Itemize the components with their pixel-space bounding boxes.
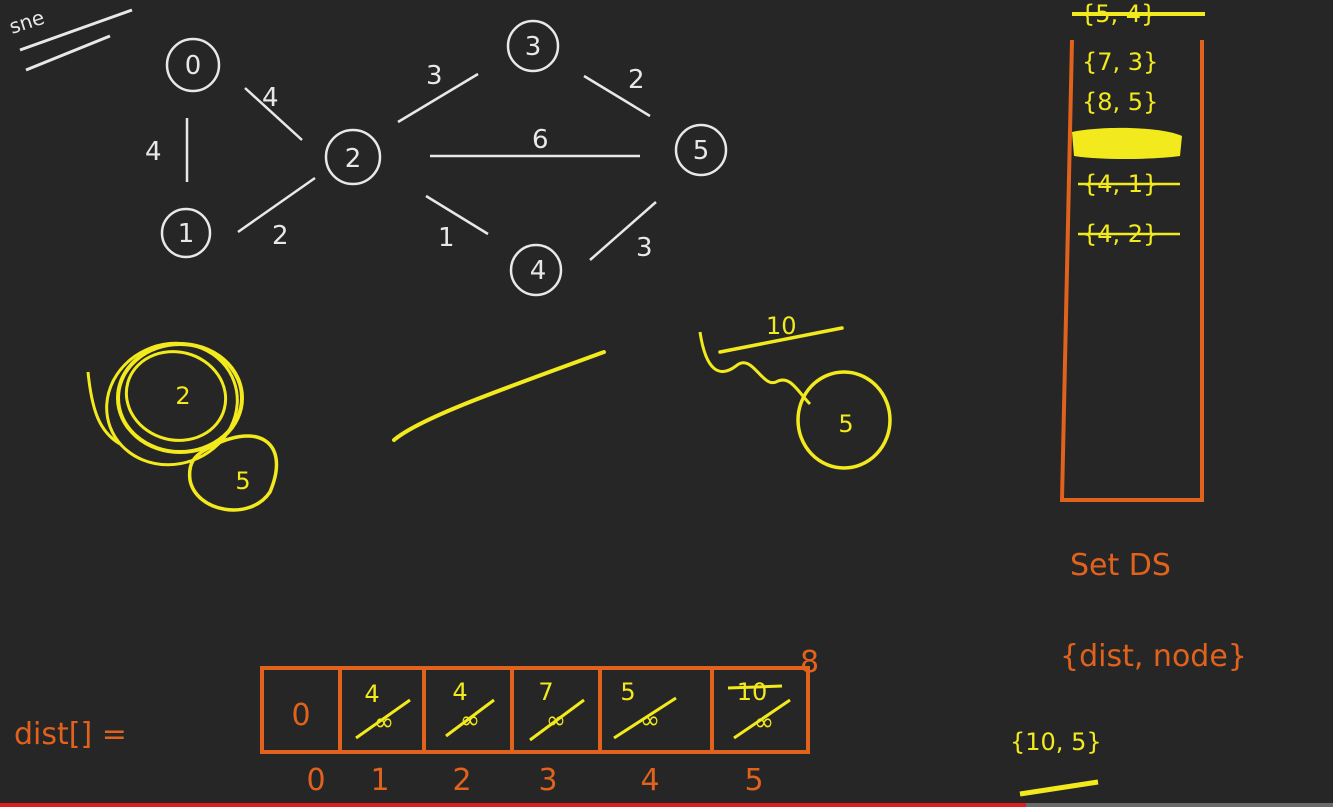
node-label: 3: [525, 32, 542, 62]
node-5: 5: [674, 123, 728, 177]
node-2: 2: [324, 128, 382, 186]
dist-cell-value: 10: [737, 678, 768, 706]
dist-cell-old: ∞: [460, 706, 480, 734]
strike-line: [445, 698, 495, 738]
dist-cell-value: 4: [452, 678, 467, 706]
dist-label: dist[] =: [14, 717, 127, 752]
stack-entry: {8, 5}: [1082, 88, 1158, 116]
squiggle-stroke: [698, 331, 812, 406]
edge-3-5: [583, 74, 651, 118]
strike-line: [727, 684, 783, 690]
scribble-stroke: [86, 371, 121, 446]
yellow-stroke: [392, 350, 606, 442]
dist-index: 1: [370, 763, 389, 798]
underline-stroke: [1019, 779, 1099, 797]
highlight-ring: [105, 341, 239, 467]
right-circle: [796, 370, 892, 470]
dist-cell-value: 0: [291, 698, 310, 733]
node-circle: [674, 123, 728, 177]
array-outline: [260, 666, 810, 754]
dist-array: dist[] = 8 0 4 ∞ 4 ∞ 7 ∞ 5 ∞ 10 ∞ 0 1 2: [14, 645, 819, 798]
node-1: 1: [160, 207, 212, 259]
node-4: 4: [509, 243, 563, 297]
node-label: 1: [178, 219, 195, 249]
edge-weight-3-5: 2: [628, 65, 645, 95]
circled-node-label: 2: [175, 382, 190, 410]
edge-weight-4-5: 3: [636, 233, 653, 263]
strike-line: [529, 698, 585, 742]
node-3: 3: [506, 19, 560, 73]
node-label: 5: [693, 136, 710, 166]
node-label: 0: [185, 51, 202, 81]
video-progress-played: [0, 803, 1027, 807]
fraction-line: [718, 326, 844, 354]
edge-weight-0-2: 4: [262, 83, 279, 113]
video-progress-bar[interactable]: [0, 803, 1333, 807]
set-stack: {5, 4} {7, 3} {8, 5} {4, 1} {4, 2} Set D…: [1010, 0, 1247, 797]
edge-weight-2-5: 6: [532, 125, 549, 155]
edge-2-4: [425, 194, 489, 236]
highlight-patch: [1072, 127, 1182, 159]
underline-stroke: [25, 34, 111, 72]
corner-scribble: sne: [6, 5, 47, 39]
small-circle-label: 5: [235, 467, 250, 495]
edge-2-3: [397, 72, 479, 124]
node-circle: [506, 19, 560, 73]
dist-cell-value: 4: [364, 680, 379, 708]
stack-entry: {7, 3}: [1082, 48, 1158, 76]
graph: 4 4 2 3 6 1 2 3 0 1 2 3 4 5: [145, 19, 728, 297]
dist-index: 4: [640, 763, 659, 798]
node-circle: [160, 207, 212, 259]
dist-index: 3: [538, 763, 557, 798]
dist-index: 0: [306, 763, 325, 798]
dist-cell-value: 7: [538, 678, 553, 706]
node-circle: [324, 128, 382, 186]
dist-index: 2: [452, 763, 471, 798]
edge-weight-2-3: 3: [426, 61, 443, 91]
edge-weight-0-1: 4: [145, 137, 162, 167]
pair-format: {dist, node}: [1060, 639, 1247, 674]
strike-line: [733, 698, 791, 740]
edge-4-5: [589, 201, 657, 261]
strike-line: [613, 696, 677, 740]
edge-weight-2-4: 1: [438, 223, 455, 253]
stack-entry: {5, 4}: [1080, 0, 1156, 28]
edge-weight-1-2: 2: [272, 221, 289, 251]
dist-cell-value: 5: [620, 678, 635, 706]
yellow-number: 10: [766, 312, 797, 340]
underline-stroke: [19, 8, 133, 52]
node-label: 4: [530, 256, 547, 286]
yellow-annotations: 2 5 10 5: [86, 312, 892, 512]
node-circle: [509, 243, 563, 297]
edge-0-2: [244, 87, 303, 141]
right-circle-label: 5: [838, 410, 853, 438]
stack-outline: [1059, 39, 1204, 502]
node-label: 2: [345, 144, 362, 174]
highlight-ring: [124, 350, 228, 442]
strike-line: [355, 698, 411, 740]
next-pair: {10, 5}: [1010, 728, 1102, 756]
small-circle: [187, 434, 279, 512]
node-circle: [165, 37, 221, 93]
above-last-cell: 8: [800, 645, 819, 680]
stack-caption: Set DS: [1070, 548, 1171, 583]
dist-index: 5: [744, 763, 763, 798]
node-0: 0: [165, 37, 221, 93]
edge-1-2: [237, 176, 316, 234]
